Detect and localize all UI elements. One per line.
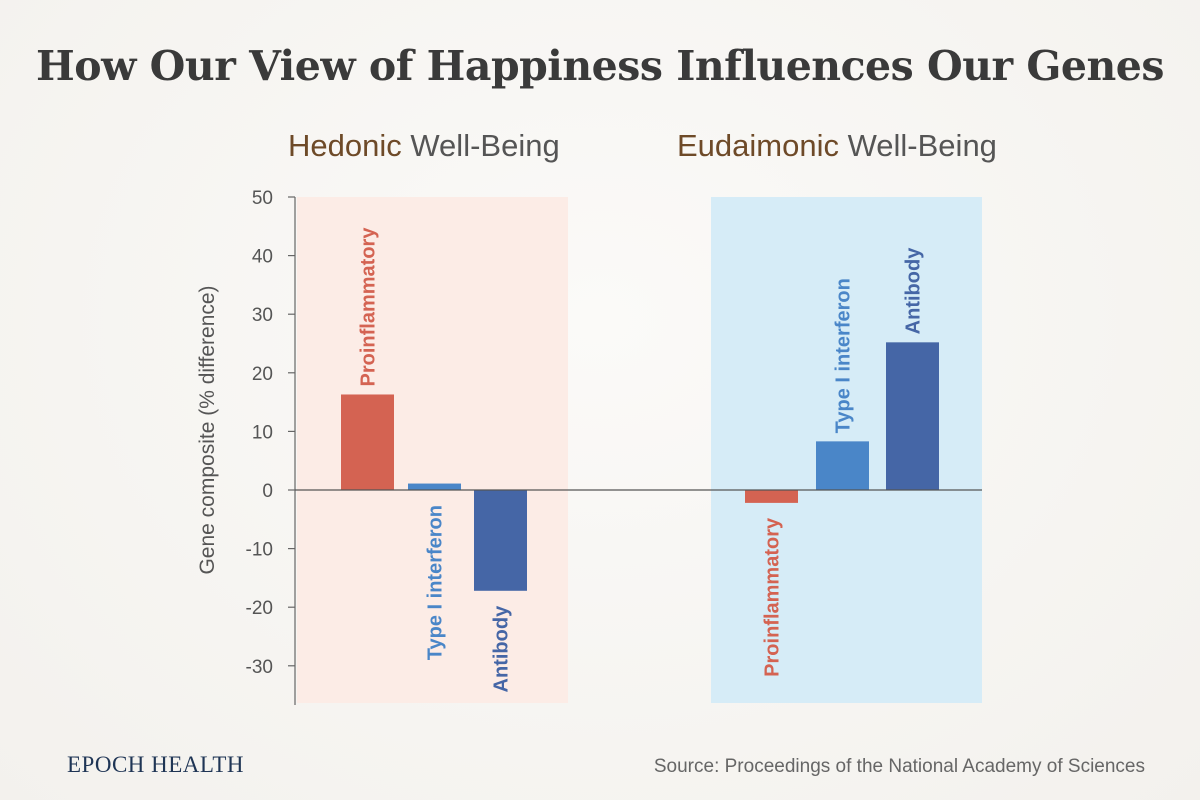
bar xyxy=(474,490,527,591)
group-keyword: Hedonic xyxy=(288,128,402,163)
group-rest: Well-Being xyxy=(838,128,997,163)
y-tick-label: 40 xyxy=(252,247,273,268)
bar-label: Antibody xyxy=(903,247,925,335)
bar-label: Proinflammatory xyxy=(358,227,380,387)
y-tick-label: 50 xyxy=(252,188,273,209)
bar-label: Type I interferon xyxy=(425,505,447,660)
y-tick-label: 0 xyxy=(262,481,273,502)
y-tick-label: -10 xyxy=(246,540,273,561)
bar-label: Type I interferon xyxy=(833,278,855,433)
y-tick-label: 10 xyxy=(252,422,273,443)
bar xyxy=(886,342,939,490)
source-note: Source: Proceedings of the National Acad… xyxy=(653,756,1145,777)
bar xyxy=(745,490,798,503)
y-tick-label: -20 xyxy=(246,598,273,619)
group-rest: Well-Being xyxy=(401,128,560,163)
bar-label: Antibody xyxy=(491,605,513,693)
bar xyxy=(816,441,869,490)
group-title-hedonic: Hedonic Well-Being xyxy=(288,128,560,164)
y-tick-label: 20 xyxy=(252,364,273,385)
bar xyxy=(408,483,461,490)
bar xyxy=(341,394,394,490)
y-tick-label: 30 xyxy=(252,305,273,326)
page-title: How Our View of Happiness Influences Our… xyxy=(36,42,1164,90)
brand-logo: EPOCH HEALTH xyxy=(67,752,245,777)
bar-label: Proinflammatory xyxy=(762,517,784,677)
y-tick-label: -30 xyxy=(246,657,273,678)
group-keyword: Eudaimonic xyxy=(677,128,839,163)
group-title-eudaimonic: Eudaimonic Well-Being xyxy=(677,128,997,164)
y-axis-label: Gene composite (% difference) xyxy=(196,285,219,574)
